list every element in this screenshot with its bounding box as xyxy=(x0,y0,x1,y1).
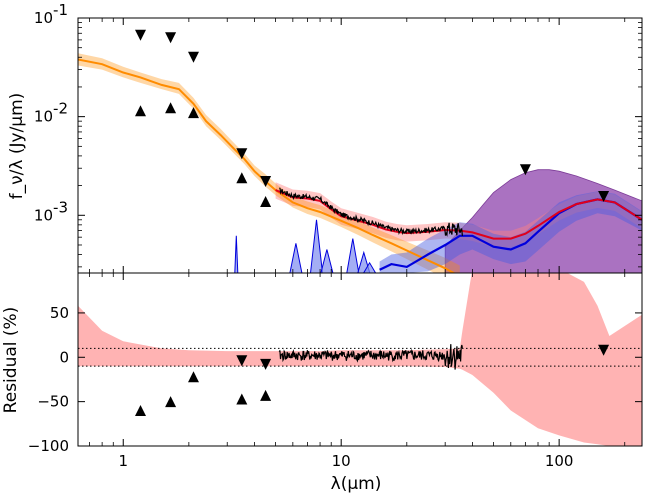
residual-lower-limit-marker xyxy=(135,405,146,416)
photometry-upper-limit-marker xyxy=(165,32,177,44)
residual-upper-limit-marker xyxy=(598,344,610,356)
residual-upper-limit-marker xyxy=(236,355,248,367)
photometry-upper-limit-marker xyxy=(519,164,531,176)
bottom-y-tick-label: 0 xyxy=(59,348,69,366)
photometry-lower-limit-marker xyxy=(260,196,272,207)
bottom-y-tick-label: −50 xyxy=(37,393,69,411)
photometry-lower-limit-marker xyxy=(135,105,146,117)
residual-spectrum-line xyxy=(278,344,463,370)
irs-spectrum-line xyxy=(279,187,463,237)
bottom-x-tick-label: 1 xyxy=(118,452,128,470)
photometry-upper-limit-marker xyxy=(598,191,610,202)
disk-feature-spike xyxy=(289,243,303,273)
photometry-lower-limit-marker xyxy=(188,107,199,119)
photometry-upper-limit-marker xyxy=(188,51,199,63)
top-y-tick-label: 10 xyxy=(34,206,53,224)
photosphere-model-band xyxy=(78,53,460,273)
photometry-upper-limit-marker xyxy=(260,176,272,187)
residual-uncertainty-band xyxy=(78,273,642,446)
disk-feature-spike xyxy=(309,219,324,273)
disk-feature-spike xyxy=(346,238,360,273)
disk-feature-spike xyxy=(320,249,334,273)
residual-lower-limit-marker xyxy=(260,389,272,401)
disk-feature-spike xyxy=(363,261,377,273)
top-y-tick-exponent: -2 xyxy=(53,100,68,118)
bottom-plot-area xyxy=(78,273,642,446)
top-plot-area xyxy=(78,29,642,273)
photometry-lower-limit-marker xyxy=(236,172,248,184)
top-y-tick-label: 10 xyxy=(34,9,53,27)
top-y-tick-exponent: -1 xyxy=(53,1,68,19)
photometry-upper-limit-marker xyxy=(135,29,146,41)
residual-upper-limit-marker xyxy=(260,358,272,370)
bottom-axes-frame xyxy=(77,272,643,447)
x-axis-label: λ(μm) xyxy=(331,474,382,494)
photometry-lower-limit-marker xyxy=(165,102,177,114)
top-y-axis-label: f_ν/λ (Jy/μm) xyxy=(7,93,27,200)
bottom-axis-ticks: 50 0 −50 −100 1 10 100 xyxy=(28,273,642,470)
bottom-y-axis-label: Residual (%) xyxy=(1,307,21,414)
bottom-x-tick-label: 100 xyxy=(545,452,574,470)
bottom-y-tick-label: −100 xyxy=(28,437,69,455)
residual-lower-limit-marker xyxy=(236,393,248,405)
disk-feature-spike xyxy=(234,235,239,273)
bottom-panel-residual: 50 0 −50 −100 1 10 100 xyxy=(28,273,642,470)
bottom-x-tick-label: 10 xyxy=(332,452,351,470)
residual-lower-limit-marker xyxy=(188,371,199,383)
top-axis-ticks: 10-110-210-3 xyxy=(34,1,642,273)
top-y-tick-label: 10 xyxy=(34,108,53,126)
photometry-upper-limit-marker xyxy=(236,148,248,160)
disk-model-band xyxy=(379,191,642,273)
residual-lower-limit-marker xyxy=(165,396,177,408)
top-panel-sed: 10-110-210-3 xyxy=(34,1,642,273)
top-y-tick-exponent: -3 xyxy=(53,198,68,216)
bottom-y-tick-label: 50 xyxy=(50,304,69,322)
total-model-band xyxy=(275,182,642,248)
